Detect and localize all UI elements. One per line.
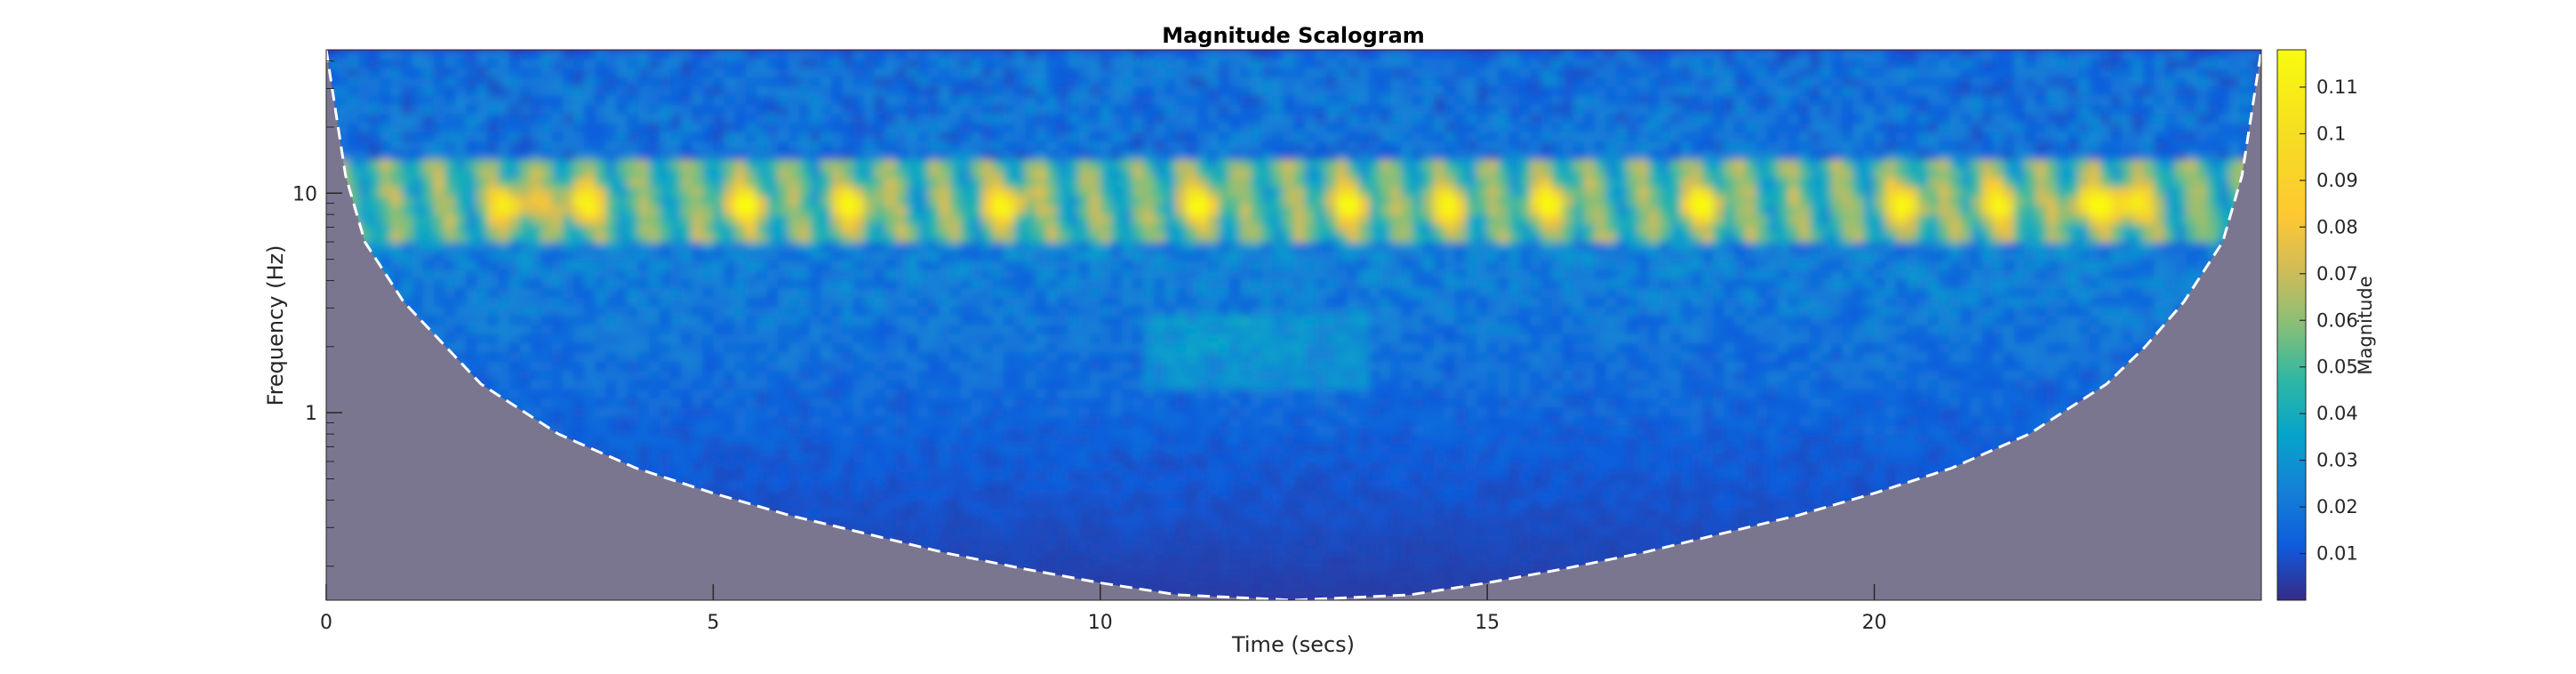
x-tick-label: 20 — [1862, 612, 1887, 634]
plot-area — [326, 50, 2261, 600]
x-tick-label: 0 — [320, 612, 332, 634]
y-tick-label: 10 — [292, 183, 317, 205]
colorbar-tick-label: 0.11 — [2316, 76, 2358, 98]
colorbar-tick-label: 0.01 — [2316, 543, 2358, 565]
x-tick-label: 10 — [1088, 612, 1113, 634]
colorbar-gradient — [2276, 49, 2307, 601]
colorbar-ticks: 0.01 0.02 0.03 0.04 0.05 0.06 0.07 0.08 0.09 0.1 0… — [2300, 76, 2358, 565]
x-axis: 0 5 10 15 20 — [320, 584, 1887, 634]
colorbar: 0.01 0.02 0.03 0.04 0.05 0.06 0.07 0.08 0.09 0.1 0… — [2276, 49, 2376, 601]
colorbar-tick-label: 0.08 — [2316, 216, 2358, 237]
colorbar-tick-label: 0.06 — [2316, 309, 2358, 331]
colorbar-tick-label: 0.02 — [2316, 496, 2358, 518]
cone-of-influence-region — [326, 50, 2261, 600]
y-tick-label: 1 — [305, 403, 317, 425]
colorbar-tick-label: 0.1 — [2316, 123, 2346, 144]
x-tick-label: 5 — [707, 612, 719, 634]
colorbar-tick-label: 0.07 — [2316, 263, 2358, 285]
colorbar-tick-label: 0.09 — [2316, 170, 2358, 191]
x-tick-label: 15 — [1475, 612, 1500, 634]
cone-of-influence-line — [326, 50, 2261, 600]
x-axis-label: Time (secs) — [1231, 632, 1355, 657]
y-axis-label: Frequency (Hz) — [263, 245, 288, 406]
colorbar-tick-label: 0.05 — [2316, 357, 2358, 378]
chart-title: Magnitude Scalogram — [1162, 23, 1425, 48]
y-axis: 1 10 — [292, 60, 342, 567]
colorbar-tick-label: 0.04 — [2316, 403, 2358, 424]
plot-frame — [325, 49, 2262, 601]
colorbar-tick-label: 0.03 — [2316, 450, 2358, 471]
colorbar-label: Magnitude — [2355, 276, 2376, 374]
